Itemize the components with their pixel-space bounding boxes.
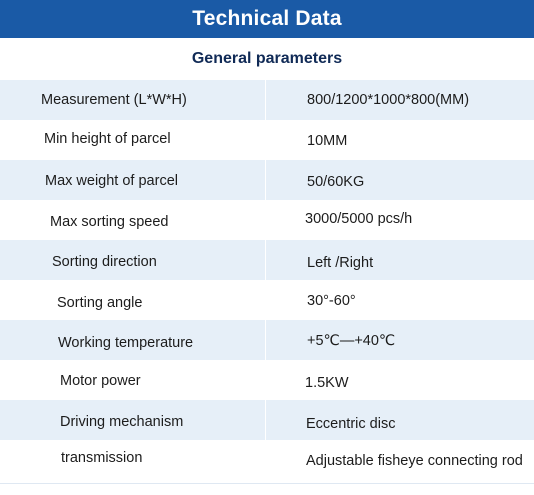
spec-value: 3000/5000 pcs/h: [305, 211, 413, 227]
spec-value-cell: Eccentric disc: [266, 400, 534, 440]
spec-label-cell: Working temperature: [0, 320, 266, 360]
spec-value-cell: 800/1200*1000*800(MM): [266, 80, 534, 120]
table-row: transmission Adjustable fisheye connecti…: [0, 440, 534, 480]
spec-value-cell: Left /Right: [266, 240, 534, 280]
table-row: Measurement (L*W*H) 800/1200*1000*800(MM…: [0, 80, 534, 120]
page-title: Technical Data: [192, 7, 342, 30]
spec-value: 1.5KW: [305, 375, 349, 391]
spec-value-cell: 1.5KW: [266, 360, 534, 400]
table-row: Working temperature +5℃—+40℃: [0, 320, 534, 360]
spec-label: Driving mechanism: [60, 414, 184, 430]
spec-label: Measurement (L*W*H): [41, 92, 187, 108]
table-row: Motor power 1.5KW: [0, 360, 534, 400]
spec-value-cell: Adjustable fisheye connecting rod: [266, 440, 534, 480]
spec-label: Working temperature: [58, 335, 194, 351]
table-row: Max sorting speed 3000/5000 pcs/h: [0, 200, 534, 240]
spec-value-cell: +5℃—+40℃: [266, 320, 534, 360]
header-bar: Technical Data: [0, 0, 534, 38]
table-row: Max weight of parcel 50/60KG: [0, 160, 534, 200]
section-title: General parameters: [191, 50, 343, 67]
spec-label: Min height of parcel: [44, 131, 171, 147]
spec-label: Sorting angle: [57, 295, 143, 311]
spec-value-cell: 30°-60°: [266, 280, 534, 320]
spec-value: +5℃—+40℃: [307, 333, 396, 349]
spec-label: Sorting direction: [52, 254, 157, 270]
spec-label-cell: Motor power: [0, 360, 266, 400]
spec-value-cell: 50/60KG: [266, 160, 534, 200]
table-row: Driving mechanism Eccentric disc: [0, 400, 534, 440]
spec-label-cell: Sorting direction: [0, 240, 266, 280]
spec-value: Eccentric disc: [306, 416, 396, 432]
bottom-divider: [0, 483, 534, 484]
spec-label-cell: Measurement (L*W*H): [0, 80, 266, 120]
spec-label-cell: Max sorting speed: [0, 200, 266, 240]
spec-value: 50/60KG: [307, 174, 365, 190]
spec-label: Motor power: [60, 373, 141, 389]
spec-label: Max weight of parcel: [45, 173, 178, 189]
spec-value: Adjustable fisheye connecting rod: [306, 453, 523, 469]
spec-label-cell: Sorting angle: [0, 280, 266, 320]
table-row: Sorting direction Left /Right: [0, 240, 534, 280]
spec-label: Max sorting speed: [50, 214, 169, 230]
spec-value: 30°-60°: [307, 293, 356, 309]
spec-label-cell: Max weight of parcel: [0, 160, 266, 200]
spec-table: Measurement (L*W*H) 800/1200*1000*800(MM…: [0, 80, 534, 480]
spec-label-cell: transmission: [0, 440, 266, 480]
spec-value: Left /Right: [307, 255, 374, 271]
spec-value-cell: 3000/5000 pcs/h: [266, 200, 534, 240]
spec-label: transmission: [61, 450, 143, 466]
spec-label-cell: Driving mechanism: [0, 400, 266, 440]
spec-value-cell: 10MM: [266, 120, 534, 160]
spec-label-cell: Min height of parcel: [0, 120, 266, 160]
table-row: Sorting angle 30°-60°: [0, 280, 534, 320]
spec-value: 10MM: [307, 133, 348, 149]
spec-value: 800/1200*1000*800(MM): [307, 92, 470, 108]
table-row: Min height of parcel 10MM: [0, 120, 534, 160]
